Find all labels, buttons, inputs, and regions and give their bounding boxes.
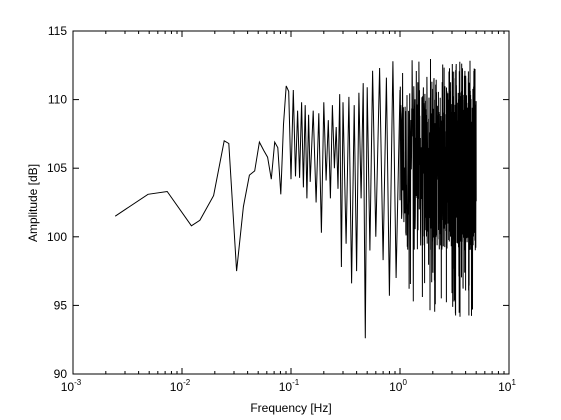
x-tick-label: 10-1 (279, 378, 300, 394)
y-tick-label: 95 (54, 298, 68, 312)
y-tick-label: 115 (48, 24, 67, 38)
x-axis-ticks: 10-3 10-2 10-1 100 101 (61, 31, 516, 394)
y-tick-label: 90 (54, 367, 68, 381)
x-axis-title: Frequency [Hz] (250, 401, 331, 415)
x-tick-label: 100 (389, 378, 407, 394)
y-axis-ticks: 90 95 100 105 110 115 (47, 24, 509, 381)
x-tick-label: 10-3 (61, 378, 82, 394)
dense-high-frequency-band (399, 58, 477, 317)
y-tick-label: 105 (47, 161, 67, 175)
y-axis-title: Amplitude [dB] (26, 164, 40, 242)
series-line (114, 61, 401, 339)
y-tick-label: 110 (48, 93, 67, 107)
x-tick-label: 10-2 (170, 378, 191, 394)
y-tick-label: 100 (47, 230, 67, 244)
noise-trace (399, 58, 477, 317)
x-tick-label: 101 (498, 378, 516, 394)
